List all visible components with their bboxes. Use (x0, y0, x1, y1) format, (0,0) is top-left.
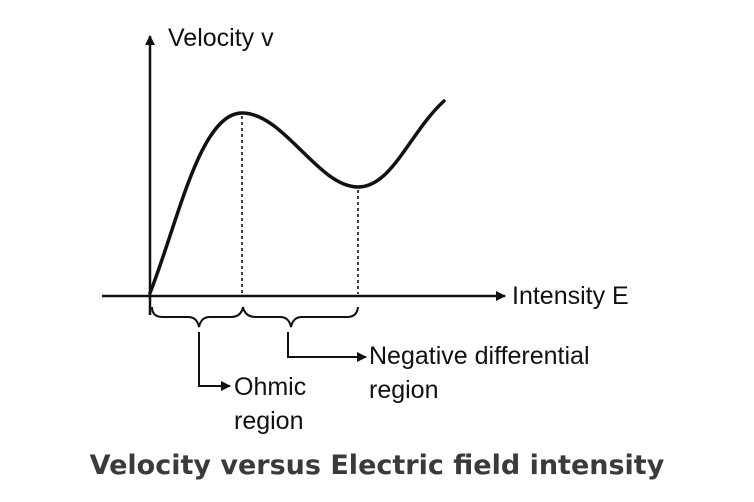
ohmic-label-line2: region (234, 407, 304, 435)
velocity-curve (148, 99, 446, 295)
x-axis-label: Intensity E (512, 282, 629, 310)
ohmic-pointer-arrow (198, 332, 231, 391)
ndr-pointer-arrow (287, 332, 367, 362)
figure-caption: Velocity versus Electric field intensity (90, 450, 665, 481)
ohmic-label-line1: Ohmic (234, 373, 306, 401)
y-axis-label: Velocity v (168, 24, 274, 52)
ndr-brace (242, 306, 359, 328)
ohmic-brace (151, 306, 244, 328)
ndr-label-line1: Negative differential (369, 342, 590, 370)
ndr-label-line2: region (369, 376, 439, 404)
